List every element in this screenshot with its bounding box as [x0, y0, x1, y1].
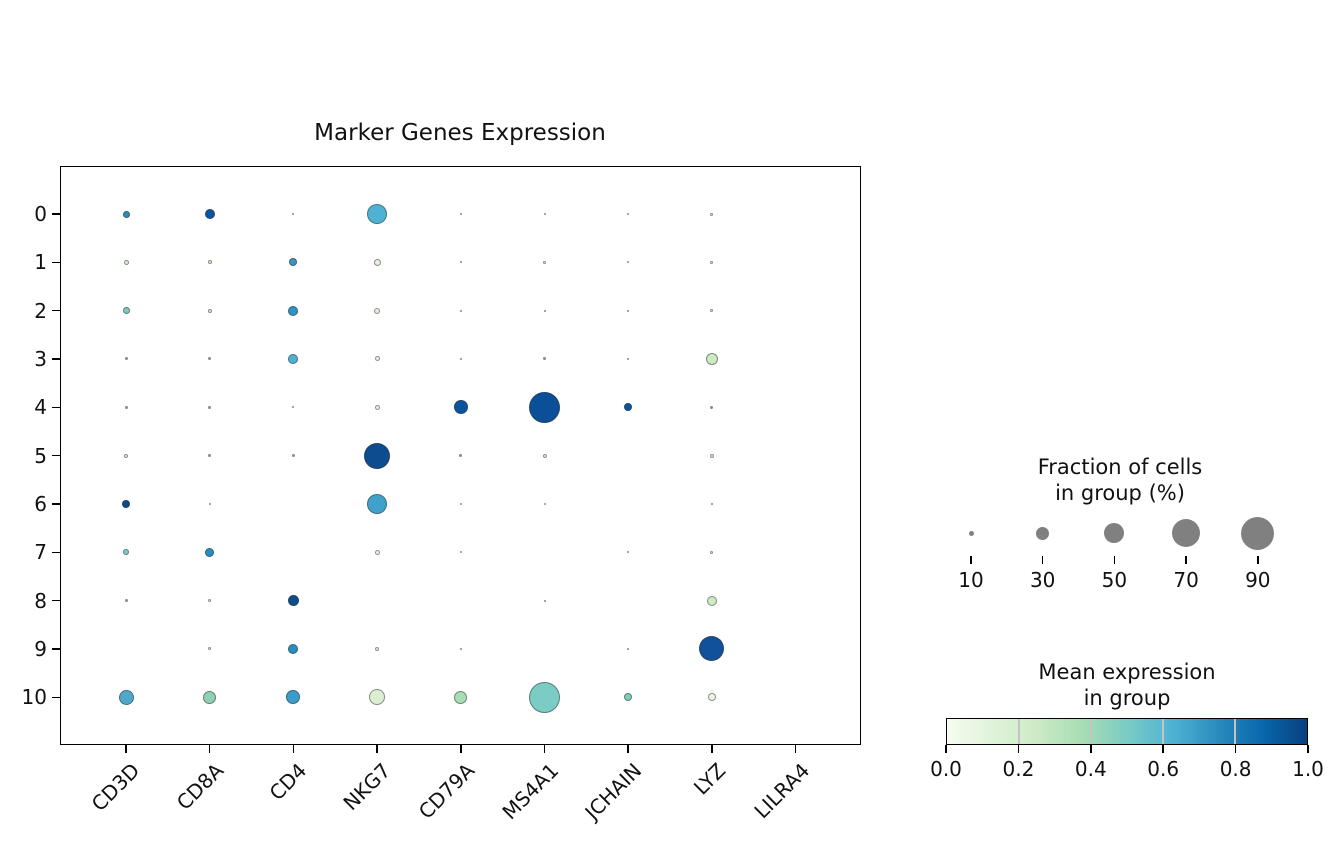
size-legend-title-line: Fraction of cells — [1037, 455, 1203, 479]
x-tick-label: CD79A — [413, 758, 480, 824]
size-legend-dot — [1036, 526, 1050, 540]
size-legend-tick-label: 50 — [1101, 568, 1128, 592]
size-legend-dot — [1104, 523, 1125, 543]
x-tick-label: MS4A1 — [496, 758, 563, 825]
x-tick — [627, 745, 629, 753]
size-legend-dot — [1241, 516, 1275, 550]
size-legend-tick-label: 90 — [1245, 568, 1271, 592]
y-tick — [52, 309, 60, 312]
y-tick-label: 1 — [34, 250, 47, 275]
colorbar-tick — [945, 745, 947, 753]
size-legend-tick — [1041, 556, 1044, 564]
colorbar-title: Mean expression in group — [967, 659, 1287, 711]
size-legend-tick — [1113, 556, 1116, 564]
colorbar-tick — [1162, 745, 1164, 753]
colorbar-tick-label: 0.6 — [1147, 757, 1180, 781]
x-tick-label: LYZ — [688, 758, 731, 800]
y-tick — [52, 648, 60, 650]
x-tick-label: NKG7 — [338, 758, 396, 816]
size-legend-dot — [1172, 519, 1201, 547]
y-tick-label: 9 — [34, 636, 47, 661]
x-tick-label: JCHAIN — [580, 758, 647, 825]
y-tick-label: 3 — [34, 346, 47, 371]
y-tick — [52, 261, 60, 264]
size-legend-tick-label: 10 — [958, 568, 984, 592]
y-tick — [52, 454, 60, 457]
colorbar-title-line: Mean expression — [1038, 660, 1216, 684]
colorbar-tick-label: 0.4 — [1074, 757, 1107, 781]
plot-area — [60, 166, 861, 745]
colorbar-title-line: in group — [1083, 686, 1171, 710]
colorbar-tick — [1090, 745, 1092, 753]
figure-canvas: { "figure": { "title": "Marker Genes Exp… — [21, 120, 1341, 825]
y-tick — [52, 406, 60, 409]
size-legend-dot — [968, 530, 974, 536]
y-tick — [52, 696, 60, 699]
colorbar-gridline — [1018, 719, 1020, 744]
size-legend-title-line: in group (%) — [1055, 481, 1185, 505]
y-tick-label: 7 — [34, 540, 47, 565]
x-tick-label: CD3D — [86, 758, 145, 816]
plot-title: Marker Genes Expression — [314, 120, 606, 146]
y-tick-label: 5 — [34, 443, 47, 468]
colorbar-gradient — [946, 718, 1308, 745]
size-legend-tick — [1257, 556, 1259, 564]
size-legend-tick-label: 30 — [1029, 568, 1056, 592]
y-tick — [52, 599, 60, 602]
colorbar-tick — [1307, 745, 1309, 753]
x-tick — [794, 745, 797, 753]
colorbar-tick — [1234, 745, 1237, 753]
colorbar-gridline — [1234, 719, 1236, 744]
size-legend: 10 30 50 70 90 — [930, 500, 1330, 610]
y-tick — [52, 358, 60, 360]
y-tick-label: 6 — [34, 491, 47, 516]
x-tick — [292, 745, 295, 753]
colorbar-tick-label: 0.2 — [1002, 757, 1035, 781]
size-legend-title: Fraction of cells in group (%) — [960, 454, 1280, 506]
y-tick-label: 10 — [21, 685, 47, 710]
y-tick — [52, 503, 60, 505]
x-tick — [125, 745, 127, 753]
y-tick-label: 4 — [34, 395, 47, 420]
colorbar-ticks: 0.0 0.2 0.4 0.6 0.8 1.0 — [900, 745, 1341, 805]
colorbar-tick — [1017, 745, 1020, 753]
x-tick-label: LILRA4 — [749, 758, 814, 824]
y-tick-label: 0 — [34, 202, 47, 226]
size-legend-tick — [970, 556, 972, 564]
colorbar-gridline — [1090, 719, 1092, 744]
y-tick — [52, 551, 60, 554]
y-tick — [52, 213, 60, 215]
colorbar-tick-label: 0.8 — [1219, 757, 1252, 781]
size-legend-tick-label: 70 — [1173, 568, 1199, 592]
x-tick — [208, 745, 211, 753]
x-tick-label: CD8A — [171, 758, 228, 815]
x-tick — [460, 745, 462, 753]
x-tick — [711, 745, 713, 753]
x-tick — [376, 745, 378, 753]
colorbar-tick-label: 1.0 — [1292, 757, 1324, 781]
x-tick-label: CD4 — [264, 758, 312, 806]
colorbar-tick-label: 0.0 — [930, 757, 962, 781]
y-tick-label: 8 — [34, 588, 47, 613]
x-tick — [543, 745, 546, 753]
y-tick-label: 2 — [34, 298, 47, 323]
colorbar-gridline — [1162, 719, 1164, 744]
size-legend-tick — [1185, 556, 1187, 564]
